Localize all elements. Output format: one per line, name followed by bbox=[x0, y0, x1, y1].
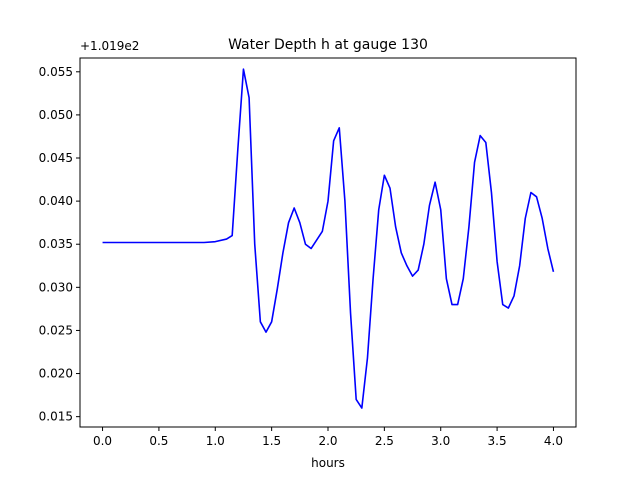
y-tick-label: 0.055 bbox=[39, 65, 73, 79]
x-axis-label: hours bbox=[311, 456, 345, 470]
y-tick-label: 0.020 bbox=[39, 367, 73, 381]
x-axis-ticks: 0.0 0.5 1.0 1.5 2.0 2.5 3.0 3.5 4.0 bbox=[93, 427, 563, 448]
chart-title: Water Depth h at gauge 130 bbox=[228, 37, 428, 53]
y-tick-label: 0.050 bbox=[39, 108, 73, 122]
x-tick-label: 1.5 bbox=[262, 434, 281, 448]
series-layer bbox=[102, 68, 555, 409]
x-tick-label: 0.0 bbox=[93, 434, 112, 448]
y-tick-label: 0.045 bbox=[39, 151, 73, 165]
y-tick-label: 0.025 bbox=[39, 323, 73, 337]
x-tick-label: 2.5 bbox=[375, 434, 394, 448]
x-tick-label: 1.0 bbox=[206, 434, 225, 448]
y-axis-offset-label: +1.019e2 bbox=[80, 39, 139, 53]
x-tick-label: 3.0 bbox=[431, 434, 450, 448]
series-line-0 bbox=[102, 68, 555, 409]
y-axis-ticks: 0.015 0.020 0.025 0.030 0.035 0.040 0.045 0.050… bbox=[39, 65, 80, 424]
x-tick-label: 2.0 bbox=[318, 434, 337, 448]
x-tick-label: 0.5 bbox=[149, 434, 168, 448]
y-tick-label: 0.035 bbox=[39, 237, 73, 251]
y-tick-label: 0.030 bbox=[39, 280, 73, 294]
x-tick-label: 4.0 bbox=[544, 434, 563, 448]
y-tick-label: 0.040 bbox=[39, 194, 73, 208]
x-tick-label: 3.5 bbox=[488, 434, 507, 448]
y-tick-label: 0.015 bbox=[39, 410, 73, 424]
